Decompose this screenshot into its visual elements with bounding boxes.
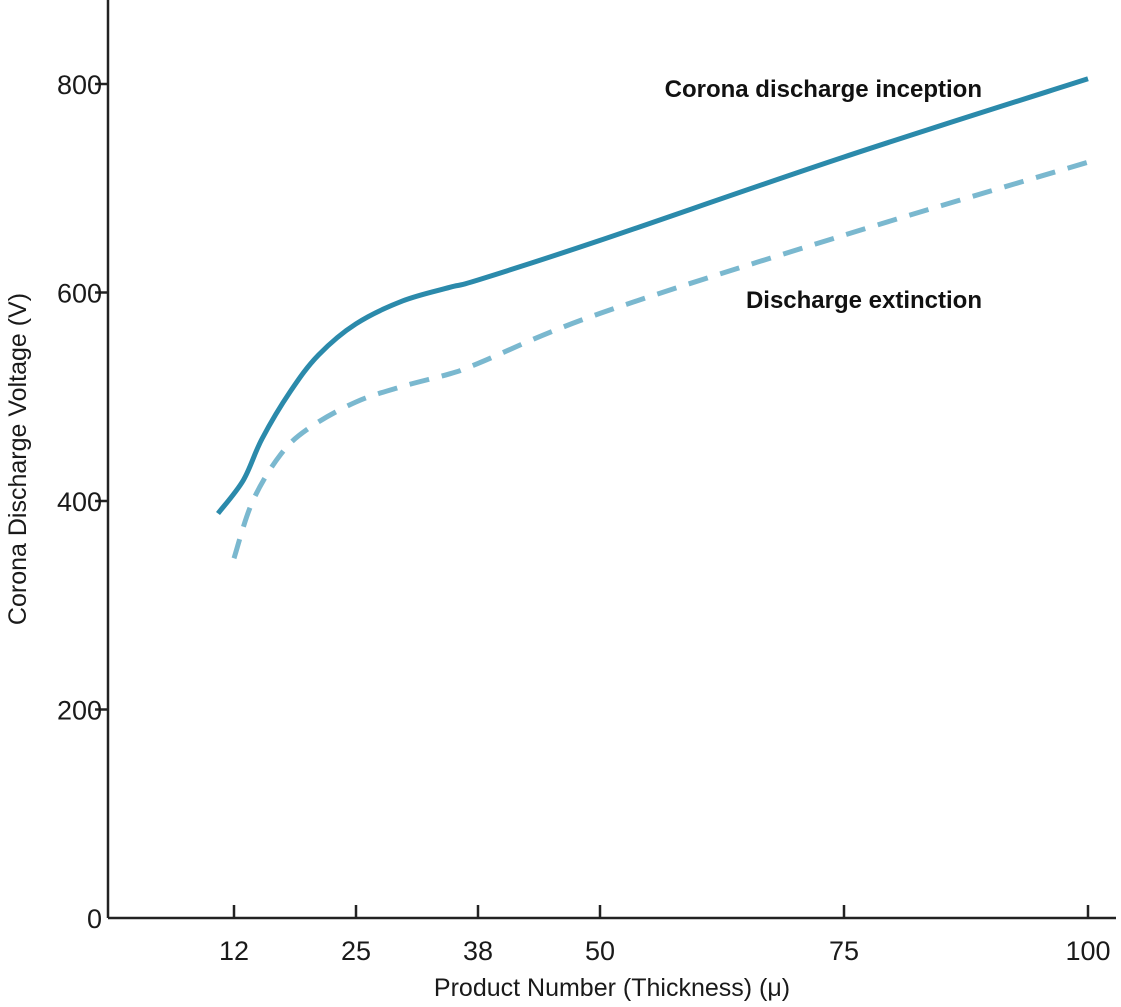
y-tick-label: 600	[57, 279, 102, 309]
series-line-extinction	[231, 159, 1089, 560]
series-lines	[216, 76, 1089, 560]
series-label-extinction: Discharge extinction	[746, 287, 982, 314]
x-axis-title: Product Number (Thickness) (μ)	[434, 974, 790, 1002]
y-tick-label: 0	[87, 904, 102, 934]
y-axis-title: Corona Discharge Voltage (V)	[4, 293, 32, 625]
x-tick-label: 100	[1065, 936, 1110, 966]
x-tick-label: 50	[585, 936, 615, 966]
series-line-inception	[216, 76, 1089, 516]
y-tick-label: 200	[57, 696, 102, 726]
x-tick-label: 25	[341, 936, 371, 966]
axes	[106, 0, 1116, 920]
y-tick-label: 800	[57, 70, 102, 100]
y-ticks: 0 200 400 600 800	[57, 70, 108, 934]
x-tick-label: 38	[463, 936, 493, 966]
x-ticks: 12 25 38 50 75 100	[219, 905, 1111, 966]
y-tick-label: 400	[57, 487, 102, 517]
series-label-inception: Corona discharge inception	[665, 76, 982, 103]
x-tick-label: 12	[219, 936, 249, 966]
x-tick-label: 75	[829, 936, 859, 966]
